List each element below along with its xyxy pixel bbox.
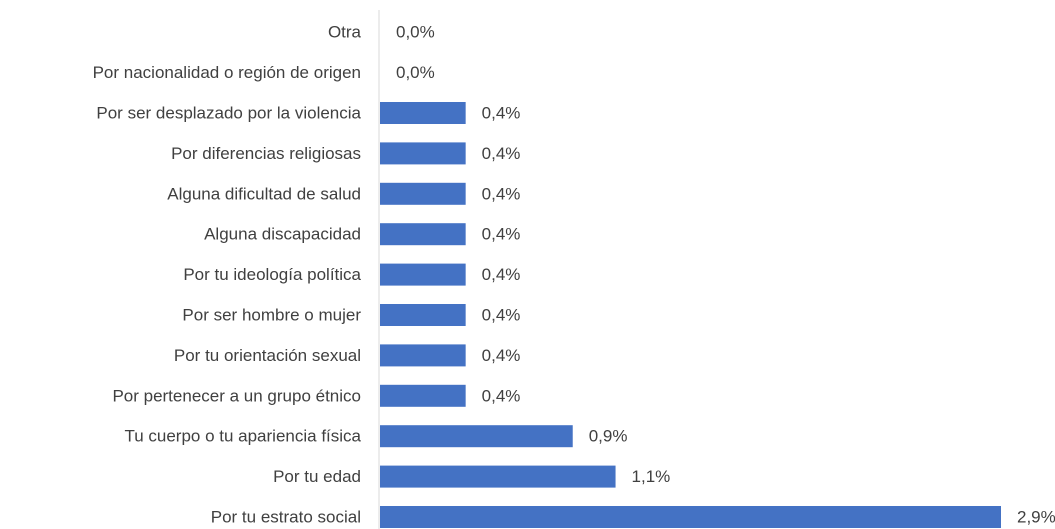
category-label: Alguna discapacidad <box>204 225 361 244</box>
category-label: Por ser hombre o mujer <box>182 306 361 325</box>
category-label: Por tu ideología política <box>183 265 361 284</box>
bar <box>380 506 1001 528</box>
category-label: Alguna dificultad de salud <box>167 184 361 203</box>
data-label: 2,9% <box>1017 508 1055 527</box>
bar <box>380 223 466 246</box>
category-label: Por tu estrato social <box>211 508 361 527</box>
data-label: 1,1% <box>632 467 671 486</box>
bar <box>380 142 466 165</box>
bar <box>380 465 616 488</box>
data-label: 0,4% <box>482 144 521 163</box>
category-labels: Otra Por nacionalidad o región de origen P… <box>93 23 362 527</box>
bar <box>380 182 466 205</box>
bars-layer <box>380 102 1001 528</box>
category-label: Por nacionalidad o región de origen <box>93 63 361 82</box>
data-label: 0,4% <box>482 346 521 365</box>
data-label: 0,9% <box>589 427 628 446</box>
category-label: Tu cuerpo o tu apariencia física <box>124 427 361 446</box>
category-label: Por diferencias religiosas <box>171 144 361 163</box>
bar <box>380 263 466 286</box>
category-label: Por tu edad <box>273 467 361 486</box>
data-label: 0,0% <box>396 23 435 42</box>
data-label: 0,4% <box>482 184 521 203</box>
category-label: Por tu orientación sexual <box>174 346 361 365</box>
category-label: Por pertenecer a un grupo étnico <box>112 386 361 405</box>
data-label: 0,4% <box>482 225 521 244</box>
value-labels: 0,0% 0,0% 0,4% 0,4% 0,4% 0,4% 0,4% 0,4% 0,4% 0,4%… <box>396 23 1055 527</box>
bar <box>380 304 466 326</box>
bar <box>380 344 466 367</box>
category-label: Por ser desplazado por la violencia <box>96 104 361 123</box>
bar <box>380 384 466 407</box>
category-label: Otra <box>328 23 362 42</box>
bar <box>380 425 573 448</box>
data-label: 0,4% <box>482 386 521 405</box>
data-label: 0,4% <box>482 306 521 325</box>
data-label: 0,4% <box>482 104 521 123</box>
data-label: 0,4% <box>482 265 521 284</box>
data-label: 0,0% <box>396 63 435 82</box>
bar <box>380 102 466 124</box>
